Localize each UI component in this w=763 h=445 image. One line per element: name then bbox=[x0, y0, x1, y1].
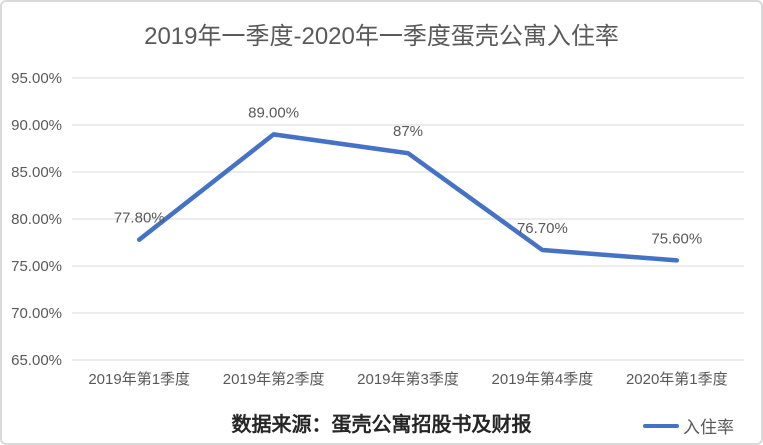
x-axis-category-label: 2019年第2季度 bbox=[223, 370, 325, 388]
x-axis-category-label: 2020年第1季度 bbox=[626, 370, 728, 388]
legend: 入住率 bbox=[643, 413, 734, 438]
y-axis-tick-label: 65.00% bbox=[11, 352, 62, 369]
data-point-label: 89.00% bbox=[248, 104, 299, 121]
y-axis-tick-label: 95.00% bbox=[11, 70, 62, 87]
data-point-label: 75.60% bbox=[651, 230, 702, 247]
legend-line-marker-icon bbox=[643, 423, 679, 428]
y-axis-tick-label: 70.00% bbox=[11, 305, 62, 322]
data-point-label: 87% bbox=[393, 123, 423, 140]
data-point-label: 76.70% bbox=[517, 220, 568, 237]
data-point-label: 77.80% bbox=[114, 210, 165, 227]
y-axis-tick-label: 80.00% bbox=[11, 211, 62, 228]
occupancy-rate-series-line bbox=[136, 132, 680, 263]
y-axis-tick-label: 90.00% bbox=[11, 117, 62, 134]
x-axis-category-label: 2019年第4季度 bbox=[492, 370, 594, 388]
legend-series-label: 入住率 bbox=[683, 418, 734, 437]
y-axis-tick-label: 85.00% bbox=[11, 164, 62, 181]
data-source-note: 数据来源：蛋壳公寓招股书及财报 bbox=[231, 414, 532, 436]
x-axis-category-label: 2019年第1季度 bbox=[88, 370, 190, 388]
y-axis-tick-label: 75.00% bbox=[11, 258, 62, 275]
x-axis-category-label: 2019年第3季度 bbox=[357, 370, 459, 388]
chart-title: 2019年一季度-2020年一季度蛋壳公寓入住率 bbox=[144, 23, 619, 50]
